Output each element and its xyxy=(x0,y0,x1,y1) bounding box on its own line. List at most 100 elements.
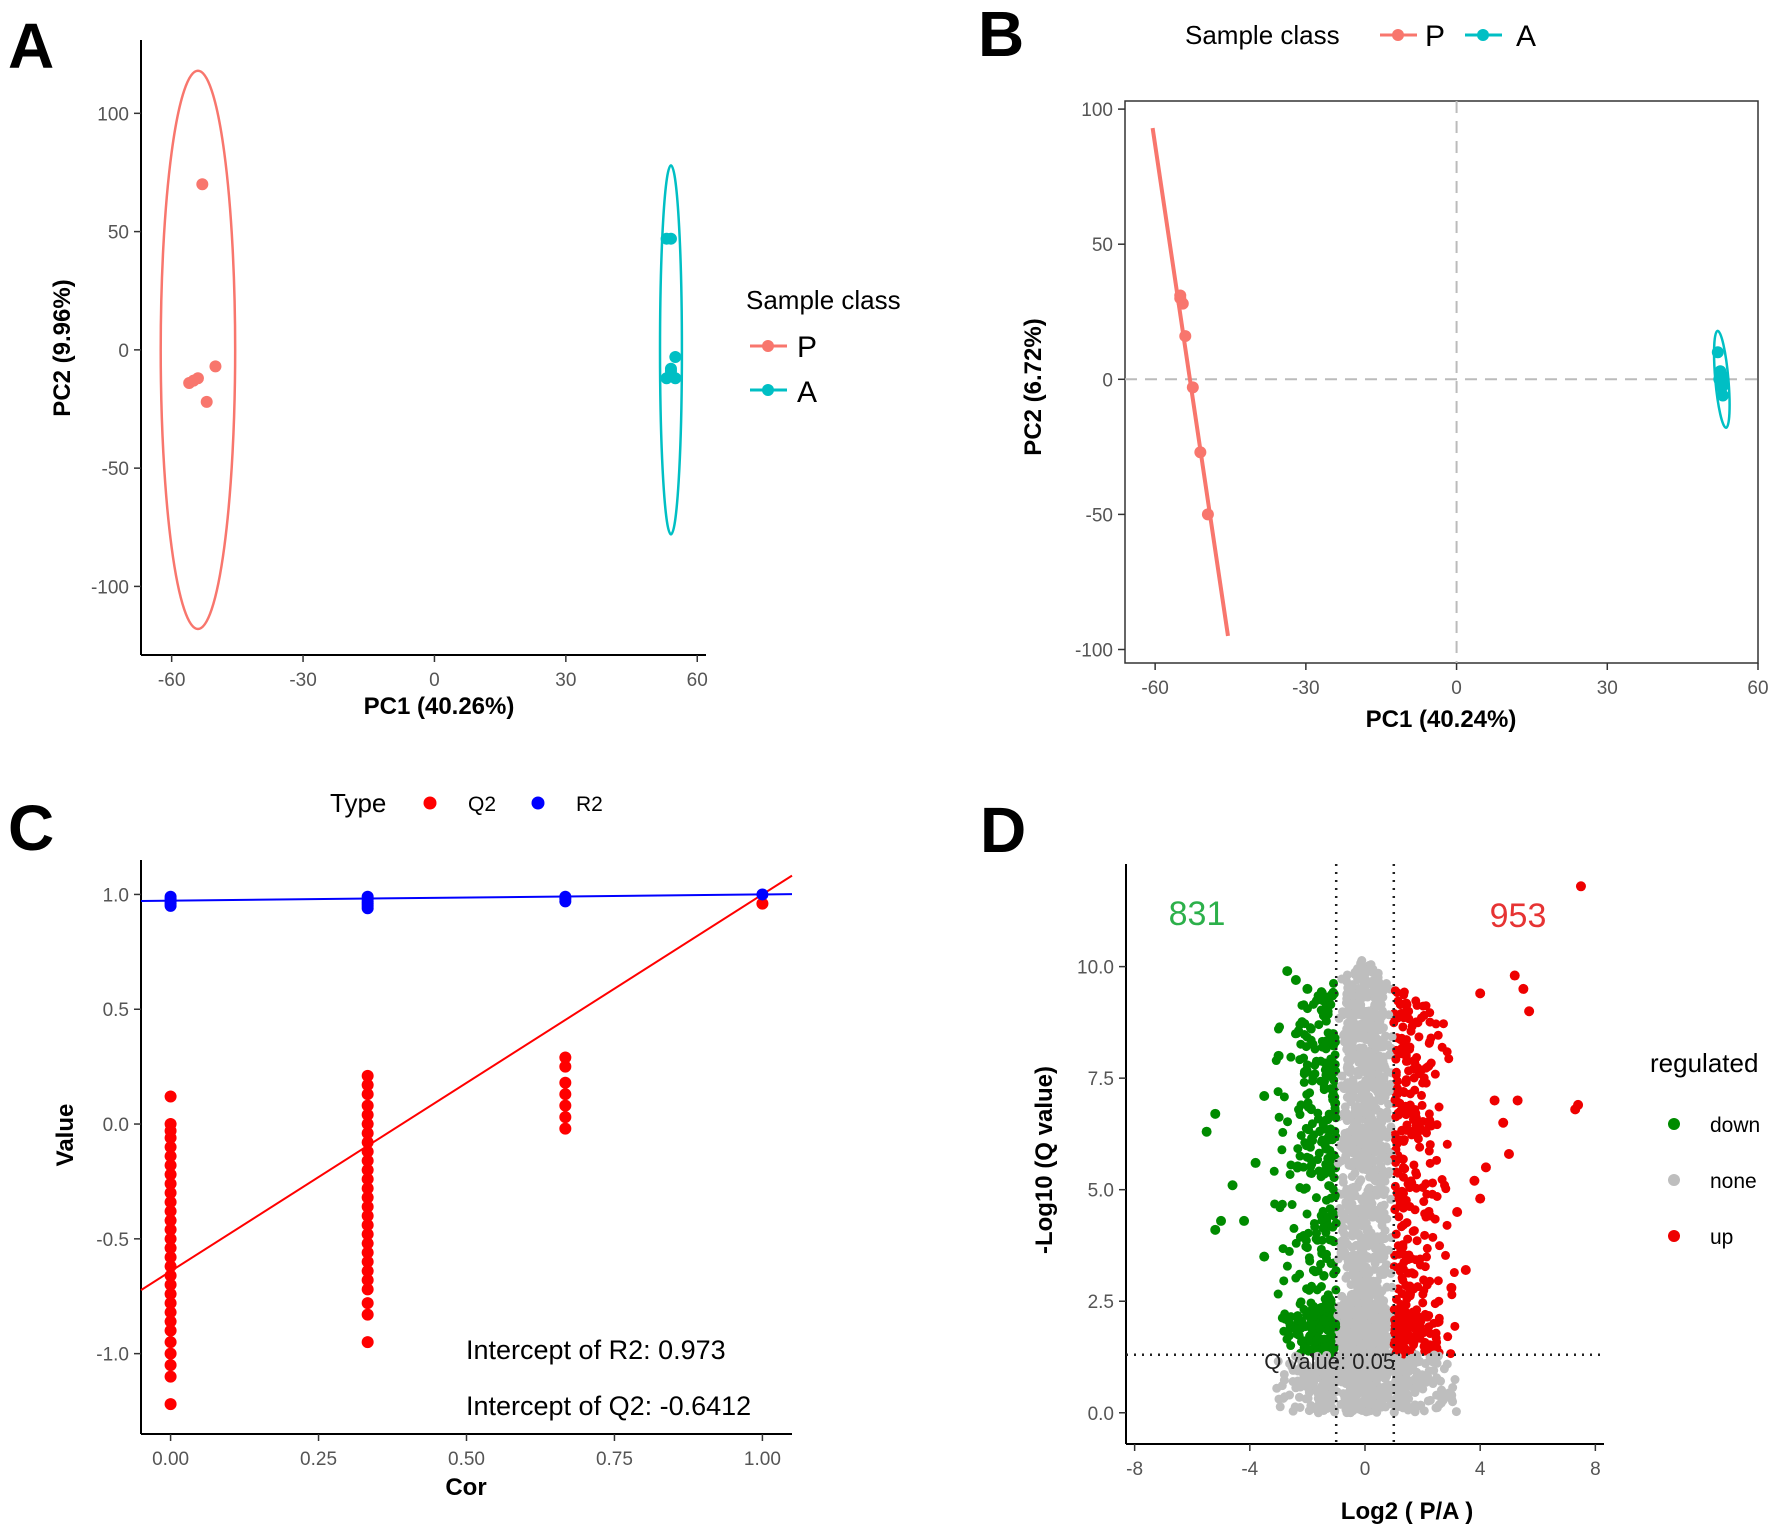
panel-d-point-down-2514 xyxy=(1286,1341,1296,1351)
panel-d-xtick-label-1: -4 xyxy=(1241,1459,1258,1480)
panel-d-point-none-1938 xyxy=(1376,1096,1386,1106)
panel-c-point-q2-1-3 xyxy=(361,1099,374,1112)
panel-d-point-none-2581 xyxy=(1353,1006,1363,1016)
panel-d-legend: regulated down none up xyxy=(1650,1048,1760,1249)
panel-d-point-none-2576 xyxy=(1420,1359,1430,1369)
panel-d-point-up-1999 xyxy=(1409,1160,1419,1170)
panel-d-point-up-2506 xyxy=(1431,1019,1441,1029)
panel-d-point-none-2595 xyxy=(1347,1388,1357,1398)
panel-d-point-down-2278 xyxy=(1283,1117,1293,1127)
panel-d-point-none-2333 xyxy=(1349,1260,1359,1270)
panel-c-point-q2-1-19 xyxy=(361,1246,374,1259)
panel-d-point-up-extra-12 xyxy=(1469,1175,1480,1186)
panel-b-legend-key-p-dot xyxy=(1392,29,1404,41)
panel-d-point-down-2473 xyxy=(1317,1042,1327,1052)
panel-d-point-down-extra-11 xyxy=(1250,1157,1261,1168)
panel-d-point-none-1962 xyxy=(1436,1376,1446,1386)
panel-b-ytick-label-0: 100 xyxy=(1081,100,1113,121)
panel-d-point-up-1254 xyxy=(1421,1001,1431,1011)
panel-d-point-none-2525 xyxy=(1338,1226,1348,1236)
panel-c-point-q2-0-11 xyxy=(164,1205,177,1218)
panel-d-point-down-612 xyxy=(1296,1130,1306,1140)
panel-d-point-none-2580 xyxy=(1358,1107,1368,1117)
panel-d-point-down-2008 xyxy=(1302,1004,1312,1014)
panel-d-point-up-2346 xyxy=(1419,1197,1429,1207)
panel-d-point-up-extra-6 xyxy=(1573,1099,1584,1110)
panel-d-legend-label-down: down xyxy=(1710,1114,1760,1137)
panel-d-point-down-36 xyxy=(1293,1144,1303,1154)
panel-d-point-none-2218 xyxy=(1346,1290,1356,1300)
panel-d-point-down-1476 xyxy=(1299,1184,1309,1194)
panel-d-point-down-2574 xyxy=(1294,1026,1304,1036)
panel-d-point-up-extra-4 xyxy=(1475,988,1486,999)
panel-c-point-q2-1-16 xyxy=(361,1219,374,1232)
panel-d-point-none-2558 xyxy=(1370,1165,1380,1175)
panel-d-point-down-1032 xyxy=(1295,1151,1305,1161)
panel-d-point-down-2300 xyxy=(1279,1276,1289,1286)
panel-d-point-none-2588 xyxy=(1356,958,1366,968)
panel-d-point-up-extra-14 xyxy=(1452,1207,1463,1217)
panel-d-point-up-1930 xyxy=(1428,1232,1438,1242)
panel-d-point-up-2392 xyxy=(1398,1172,1408,1182)
panel-d-point-up-1153 xyxy=(1425,1037,1435,1047)
panel-c-ytick-label-0: 1.0 xyxy=(103,885,129,906)
panel-c-ytick-label-4: -1.0 xyxy=(96,1345,129,1366)
panel-d-point-none-2526 xyxy=(1354,1348,1364,1358)
panel-c-xtick-label-3: 0.75 xyxy=(596,1449,633,1470)
panel-d-point-none-2512 xyxy=(1322,1397,1332,1407)
panel-d-point-none-2395 xyxy=(1432,1403,1442,1413)
panel-d-xtick-label-2: 0 xyxy=(1360,1459,1371,1480)
panel-a-point-a-4 xyxy=(660,372,673,385)
panel-a-point-p-5 xyxy=(200,395,213,408)
panel-d-point-none-2394 xyxy=(1451,1407,1461,1417)
panel-d-point-up-2407 xyxy=(1418,1182,1428,1192)
panel-d-point-down-extra-8 xyxy=(1210,1224,1221,1235)
panel-c-point-q2-1-2 xyxy=(361,1088,374,1101)
panel-d-point-none-2381 xyxy=(1378,992,1388,1002)
panel-d-point-down-extra-13 xyxy=(1259,1091,1270,1101)
panel-d-point-none-2307 xyxy=(1412,1383,1422,1393)
panel-d-point-none-2554 xyxy=(1342,1116,1352,1126)
panel-d-point-none-1641 xyxy=(1444,1388,1454,1398)
panel-d-point-none-2497 xyxy=(1364,1397,1374,1407)
panel-d-point-none-1544 xyxy=(1339,1210,1349,1220)
panel-d-point-none-2106 xyxy=(1384,1360,1394,1370)
panel-d-point-up-extra-0 xyxy=(1575,881,1586,892)
panel-d-ytick-label-1: 7.5 xyxy=(1088,1069,1114,1090)
panel-c-regression-q2 xyxy=(140,874,793,1291)
panel-d-point-up-2230 xyxy=(1432,1343,1442,1353)
panel-d-point-none-2014 xyxy=(1376,1180,1386,1190)
panel-c-point-q2-2-0 xyxy=(559,1051,572,1064)
panel-d-point-down-2477 xyxy=(1327,1067,1337,1077)
panel-d-point-down-2594 xyxy=(1308,1039,1318,1049)
panel-c-point-q2-1-18 xyxy=(361,1237,374,1250)
panel-d-point-none-2049 xyxy=(1342,1063,1352,1073)
panel-d-point-none-2539 xyxy=(1351,1240,1361,1250)
panel-d-point-down-2509 xyxy=(1326,1000,1336,1010)
panel-a-y-axis-title: PC2 (9.96%) xyxy=(49,279,76,416)
panel-c-point-q2-1-22 xyxy=(361,1274,374,1287)
panel-d-point-up-2520 xyxy=(1435,1241,1445,1251)
panel-d-point-none-2372 xyxy=(1362,1130,1372,1140)
panel-d-point-up-709 xyxy=(1404,1066,1414,1076)
panel-d-point-none-2396 xyxy=(1377,1315,1387,1325)
panel-d-point-up-2491 xyxy=(1404,1006,1414,1016)
panel-b-legend-label-p: P xyxy=(1425,20,1445,53)
panel-d-point-up-1553 xyxy=(1398,1162,1408,1172)
panel-c-point-q2-0-29 xyxy=(164,1398,177,1411)
panel-c-legend-key-r2 xyxy=(531,796,545,810)
panel-d-point-none-2454 xyxy=(1394,1400,1404,1410)
panel-d-point-down-1774 xyxy=(1331,1113,1341,1123)
panel-d-point-down-573 xyxy=(1306,1168,1316,1178)
panel-d-point-down-2352 xyxy=(1307,1324,1317,1334)
panel-d-point-down-2225 xyxy=(1319,1271,1329,1281)
panel-d-point-none-2374 xyxy=(1354,1356,1364,1366)
panel-d-point-none-1587 xyxy=(1371,1103,1381,1113)
panel-d-point-none-1703 xyxy=(1355,1176,1365,1186)
panel-d-point-up-2255 xyxy=(1428,1178,1438,1188)
panel-b-xtick-label-4: 60 xyxy=(1747,678,1768,699)
panel-d-point-down-2184 xyxy=(1329,1173,1339,1183)
panel-letter-b: B xyxy=(978,0,1024,70)
panel-d-point-down-extra-5 xyxy=(1210,1108,1221,1119)
panel-d-point-none-1029 xyxy=(1423,1396,1433,1406)
